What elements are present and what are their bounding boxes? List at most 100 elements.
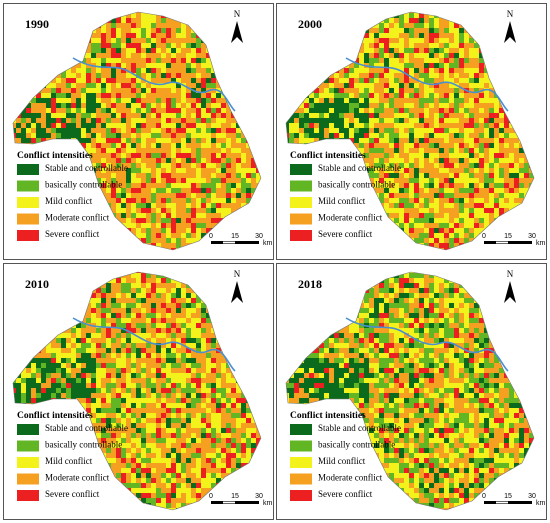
land-cell (216, 108, 221, 113)
land-cell (449, 148, 454, 153)
land-cell (349, 78, 354, 83)
land-cell (434, 203, 439, 208)
land-cell (349, 103, 354, 108)
land-cell (504, 148, 509, 153)
land-cell (469, 158, 474, 163)
land-cell (141, 133, 146, 138)
land-cell (439, 233, 444, 238)
land-cell (384, 173, 389, 178)
land-cell (26, 108, 31, 113)
land-cell (439, 28, 444, 33)
land-cell (121, 118, 126, 123)
land-cell (484, 98, 489, 103)
land-cell (116, 88, 121, 93)
land-cell (414, 93, 419, 98)
land-cell (404, 68, 409, 73)
land-cell (171, 58, 176, 63)
land-cell (226, 178, 231, 183)
land-cell (161, 63, 166, 68)
land-cell (479, 53, 484, 58)
land-cell (484, 148, 489, 153)
land-cell (469, 83, 474, 88)
land-cell (359, 93, 364, 98)
land-cell (304, 103, 309, 108)
land-cell (241, 148, 246, 153)
land-cell (469, 113, 474, 118)
land-cell (329, 78, 334, 83)
land-cell (299, 133, 304, 138)
land-cell (444, 143, 449, 148)
land-cell (379, 158, 384, 163)
legend-label: Severe conflict (45, 229, 100, 239)
land-cell (474, 218, 479, 223)
land-cell (389, 53, 394, 58)
land-cell (206, 158, 211, 163)
land-cell (171, 233, 176, 238)
land-cell (111, 78, 116, 83)
land-cell (429, 28, 434, 33)
land-cell (359, 138, 364, 143)
land-cell (206, 148, 211, 153)
land-cell (294, 138, 299, 143)
land-cell (389, 198, 394, 203)
land-cell (394, 23, 399, 28)
land-cell (41, 108, 46, 113)
land-cell (196, 43, 201, 48)
land-cell (379, 108, 384, 113)
land-cell (151, 103, 156, 108)
land-cell (474, 223, 479, 228)
land-cell (186, 168, 191, 173)
land-cell (379, 173, 384, 178)
land-cell (176, 143, 181, 148)
land-cell (479, 203, 484, 208)
land-cell (469, 128, 474, 133)
land-cell (449, 183, 454, 188)
land-cell (141, 158, 146, 163)
land-cell (66, 123, 71, 128)
land-cell (434, 233, 439, 238)
land-cell (469, 193, 474, 198)
land-cell (464, 68, 469, 73)
land-cell (389, 133, 394, 138)
land-cell (176, 218, 181, 223)
land-cell (96, 158, 101, 163)
land-cell (181, 243, 186, 248)
land-cell (176, 58, 181, 63)
land-cell (156, 83, 161, 88)
land-cell (106, 128, 111, 133)
land-cell (394, 218, 399, 223)
land-cell (141, 138, 146, 143)
land-cell (399, 103, 404, 108)
land-cell (479, 158, 484, 163)
land-cell (31, 133, 36, 138)
land-cell (161, 48, 166, 53)
land-cell (101, 28, 106, 33)
land-cell (414, 118, 419, 123)
land-cell (201, 113, 206, 118)
land-cell (76, 73, 81, 78)
land-cell (221, 98, 226, 103)
land-cell (359, 83, 364, 88)
land-cell (494, 178, 499, 183)
land-cell (76, 88, 81, 93)
land-cell (91, 83, 96, 88)
land-cell (489, 178, 494, 183)
land-cell (131, 173, 136, 178)
land-cell (454, 198, 459, 203)
land-cell (151, 143, 156, 148)
legend-label: Stable and controllable (45, 163, 128, 173)
land-cell (399, 58, 404, 63)
land-cell (171, 33, 176, 38)
land-cell (246, 148, 251, 153)
land-cell (389, 163, 394, 168)
land-cell (106, 138, 111, 143)
land-cell (409, 118, 414, 123)
land-cell (211, 93, 216, 98)
land-cell (419, 148, 424, 153)
land-cell (41, 138, 46, 143)
land-cell (464, 93, 469, 98)
land-cell (161, 143, 166, 148)
land-cell (414, 183, 419, 188)
land-cell (146, 198, 151, 203)
land-cell (121, 153, 126, 158)
